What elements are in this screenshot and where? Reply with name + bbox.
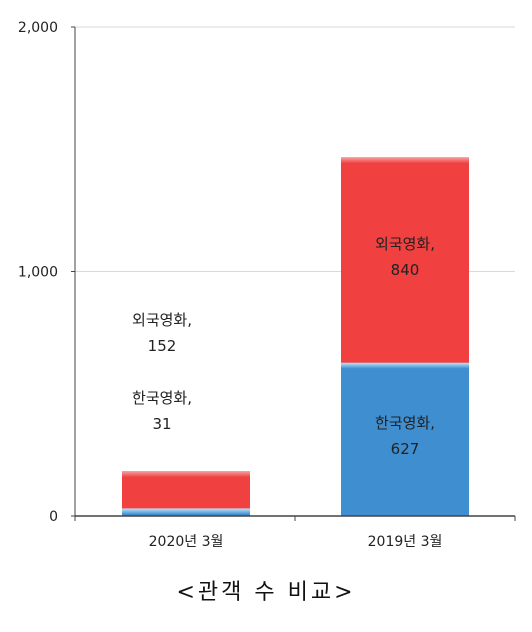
data-label: 외국영화, 840 bbox=[375, 235, 435, 279]
bar-korean bbox=[341, 362, 469, 516]
data-label-line: 31 bbox=[152, 415, 171, 433]
data-label-line: 627 bbox=[391, 440, 420, 458]
bar-highlight bbox=[341, 362, 469, 369]
chart-caption: <관객 수 비교> bbox=[176, 580, 356, 605]
axes bbox=[71, 26, 516, 521]
bar-foreign bbox=[341, 157, 469, 363]
data-label-line: 152 bbox=[148, 337, 177, 355]
bar-highlight bbox=[341, 157, 469, 164]
bars bbox=[122, 157, 469, 516]
data-label-line: 외국영화, bbox=[375, 235, 435, 253]
data-label: 외국영화, 152 bbox=[132, 311, 192, 355]
data-label-line: 한국영화, bbox=[375, 414, 435, 432]
data-label: 한국영화, 31 bbox=[132, 389, 192, 433]
x-tick-label: 2020년 3월 bbox=[149, 534, 224, 550]
data-label-line: 외국영화, bbox=[132, 311, 192, 329]
y-tick-label: 1,000 bbox=[18, 265, 58, 281]
data-label: 한국영화, 627 bbox=[375, 414, 435, 458]
bar-highlight bbox=[122, 471, 250, 478]
labels: 2,000 1,000 0 2020년 3월 2019년 3월 외국영화, 152 한국영화,… bbox=[18, 20, 442, 550]
data-label-line: 한국영화, bbox=[132, 389, 192, 407]
bar-highlight bbox=[122, 508, 250, 515]
y-tick-label: 2,000 bbox=[18, 20, 58, 36]
bar-foreign bbox=[122, 471, 250, 509]
y-tick-label: 0 bbox=[49, 509, 58, 525]
data-label-line: 840 bbox=[391, 261, 420, 279]
bar-chart: 2,000 1,000 0 2020년 3월 2019년 3월 외국영화, 152 한국영화,… bbox=[18, 20, 516, 550]
x-tick-label: 2019년 3월 bbox=[368, 534, 443, 550]
